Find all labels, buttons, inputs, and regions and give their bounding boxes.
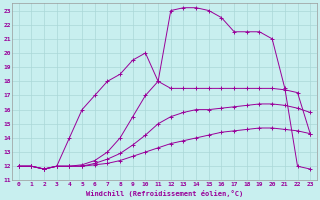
X-axis label: Windchill (Refroidissement éolien,°C): Windchill (Refroidissement éolien,°C): [86, 190, 243, 197]
